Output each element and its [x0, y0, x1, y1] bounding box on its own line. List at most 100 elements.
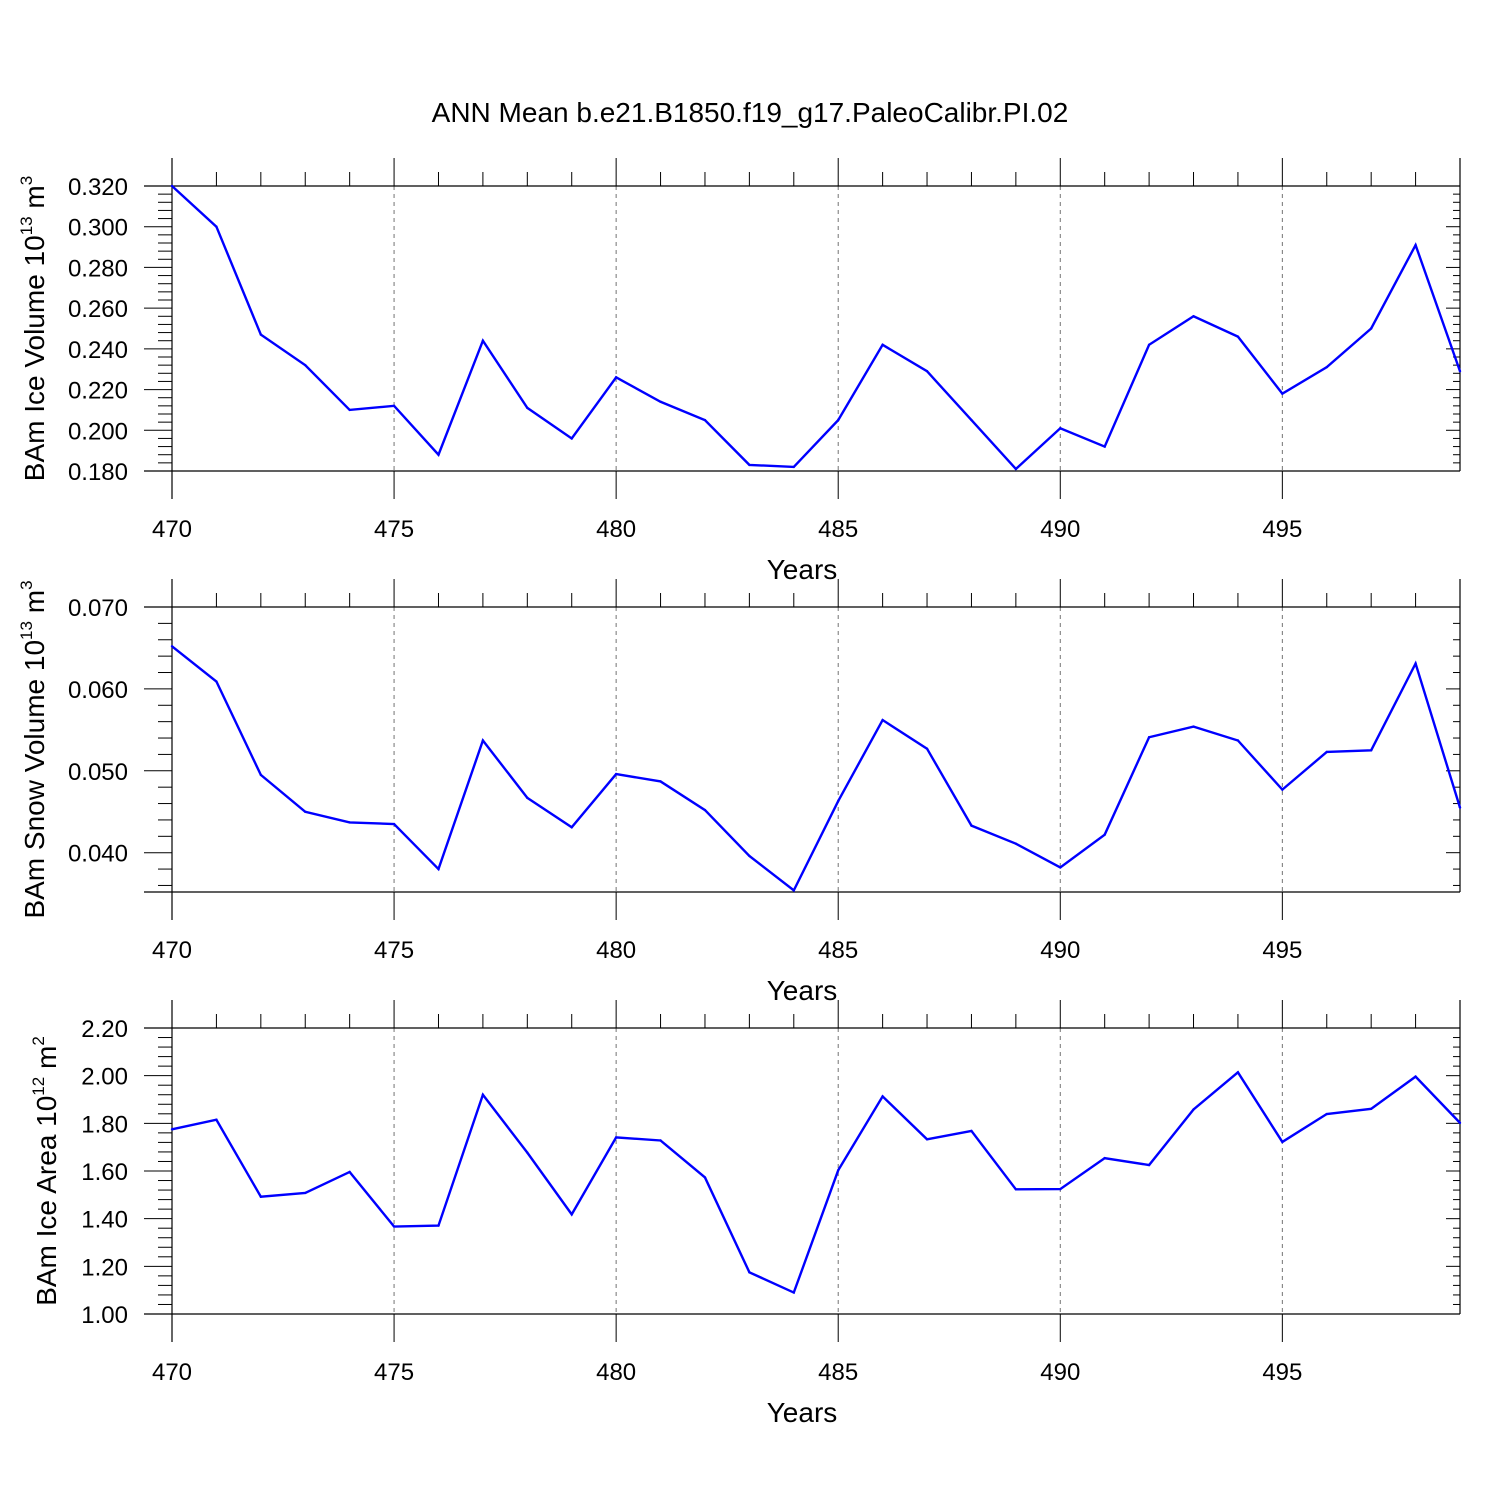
- y-tick-label: 0.220: [68, 378, 128, 405]
- data-point: [1414, 662, 1417, 665]
- y-axis-title: BAm Ice Area 1012 m2: [29, 1036, 62, 1306]
- data-point: [481, 339, 485, 342]
- y-tick-label: 0.070: [68, 595, 128, 622]
- data-point: [570, 826, 573, 829]
- x-tick-label: 475: [374, 937, 414, 964]
- data-point: [970, 1129, 973, 1133]
- y-tick-label: 0.060: [68, 677, 128, 704]
- y-axis-title-unit-exp: 3: [17, 580, 36, 589]
- data-point: [1236, 1071, 1240, 1074]
- y-axis-title-unit-exp: 2: [29, 1036, 48, 1045]
- y-tick-label: 1.80: [81, 1111, 128, 1138]
- x-tick-label: 485: [818, 937, 858, 964]
- data-point: [481, 1093, 485, 1096]
- data-point: [1147, 343, 1151, 346]
- y-tick-label: 0.050: [68, 759, 128, 786]
- data-point: [1059, 1187, 1062, 1191]
- data-point: [1014, 1188, 1018, 1191]
- data-point: [1059, 427, 1062, 430]
- series-line: [171, 1070, 1461, 1295]
- data-point: [792, 889, 795, 892]
- data-point: [392, 822, 396, 826]
- x-tick-label: 495: [1262, 1359, 1302, 1386]
- data-point: [614, 376, 618, 379]
- data-point: [1192, 725, 1195, 728]
- data-point: [970, 824, 973, 827]
- data-point: [348, 408, 351, 412]
- figure-title: ANN Mean b.e21.B1850.f19_g17.PaleoCalibr…: [432, 97, 1069, 128]
- data-point: [1103, 445, 1106, 448]
- y-tick-label: 0.300: [68, 215, 128, 242]
- x-tick-label: 490: [1040, 937, 1080, 964]
- data-point: [481, 739, 485, 742]
- x-axis-title: Years: [767, 554, 838, 585]
- y-axis-title-text: BAm Ice Area 10: [31, 1096, 62, 1306]
- data-point: [1325, 365, 1328, 369]
- data-point: [659, 400, 662, 403]
- y-axis-title-exp: 13: [17, 216, 36, 235]
- data-point: [614, 772, 618, 776]
- data-point: [925, 1138, 929, 1141]
- y-axis-title-unit: m: [31, 1046, 62, 1077]
- data-point: [970, 418, 973, 422]
- x-tick-label: 475: [374, 516, 414, 543]
- panels: 470 475 480 485 490 495 Years 0.180 0.200 0.220 0.…: [17, 158, 1462, 1428]
- data-point: [1458, 806, 1462, 809]
- x-tick-label: 490: [1040, 1359, 1080, 1386]
- data-point: [1147, 1163, 1151, 1167]
- data-point: [837, 418, 840, 422]
- data-point: [437, 453, 440, 456]
- y-axis-title-text: BAm Ice Volume 10: [19, 235, 50, 481]
- x-tick-label: 485: [818, 516, 858, 543]
- data-point: [659, 1139, 662, 1142]
- y-axis-title: BAm Ice Volume 1013 m3: [17, 176, 50, 481]
- data-point: [304, 1191, 307, 1195]
- x-axis-title: Years: [767, 1397, 838, 1428]
- x-tick-label: 495: [1262, 516, 1302, 543]
- data-point: [215, 225, 218, 228]
- x-tick-label: 470: [152, 1359, 192, 1386]
- data-point: [437, 1224, 440, 1227]
- series-line: [171, 185, 1462, 471]
- y-tick-label: 1.40: [81, 1207, 128, 1234]
- data-point: [170, 1128, 174, 1131]
- data-point: [1192, 315, 1195, 318]
- data-point: [1281, 788, 1284, 791]
- data-point: [170, 184, 174, 188]
- data-point: [1458, 370, 1462, 373]
- data-point: [1369, 1107, 1373, 1110]
- data-point: [437, 867, 440, 871]
- data-point: [792, 465, 795, 469]
- data-point: [1103, 1156, 1106, 1160]
- data-point: [1103, 833, 1106, 836]
- data-point: [659, 780, 662, 783]
- y-axis-title-exp: 12: [29, 1077, 48, 1096]
- data-point: [570, 1213, 573, 1216]
- data-point: [1369, 749, 1373, 752]
- chart-panel-1: 470 475 480 485 490 495 Years 0.180 0.200 0.220 0.…: [17, 158, 1462, 585]
- y-axis-title-exp: 13: [17, 621, 36, 640]
- y-axis-title-unit: m: [19, 185, 50, 216]
- x-tick-label: 480: [596, 1359, 636, 1386]
- data-point: [748, 463, 751, 467]
- data-point: [748, 854, 751, 858]
- data-point: [392, 1225, 396, 1228]
- x-tick-label: 480: [596, 937, 636, 964]
- data-point: [1236, 739, 1240, 742]
- y-tick-label: 0.240: [68, 337, 128, 364]
- data-point: [614, 1136, 618, 1139]
- data-point: [1325, 1112, 1328, 1116]
- data-point: [1059, 866, 1062, 869]
- data-point: [925, 747, 929, 750]
- data-point: [1369, 327, 1373, 330]
- data-point: [1236, 335, 1240, 338]
- x-tick-label: 470: [152, 516, 192, 543]
- y-tick-label: 2.20: [81, 1016, 128, 1043]
- x-tick-label: 495: [1262, 937, 1302, 964]
- data-point: [304, 810, 307, 813]
- data-point: [703, 808, 707, 812]
- x-tick-label: 485: [818, 1359, 858, 1386]
- data-point: [881, 718, 884, 722]
- x-axis-title: Years: [767, 975, 838, 1006]
